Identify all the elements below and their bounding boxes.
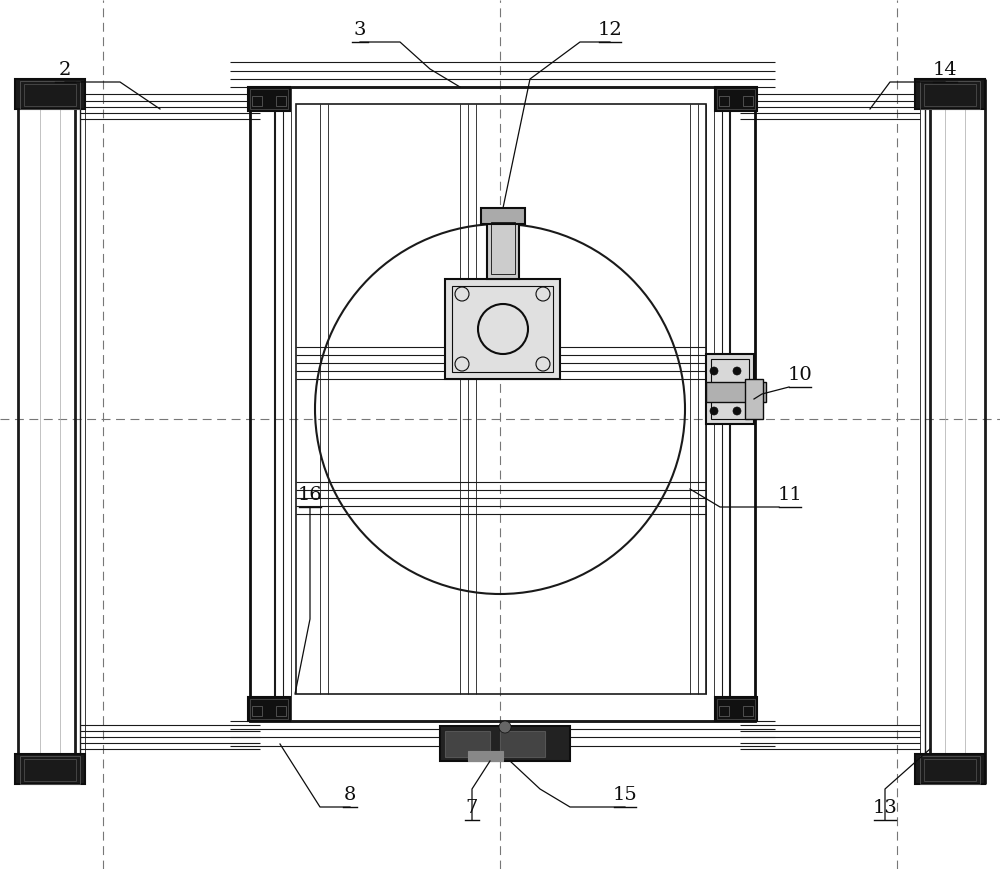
- Bar: [276, 96, 286, 106]
- Bar: [250, 87, 755, 721]
- Bar: [719, 706, 729, 716]
- Text: 16: 16: [298, 486, 322, 504]
- Text: 11: 11: [778, 486, 802, 504]
- Bar: [743, 706, 753, 716]
- Text: 7: 7: [466, 799, 478, 817]
- Circle shape: [710, 407, 718, 415]
- Circle shape: [733, 367, 741, 375]
- Bar: [20, 81, 80, 109]
- Text: 13: 13: [873, 799, 897, 817]
- Bar: [248, 87, 290, 111]
- Bar: [250, 699, 288, 719]
- Bar: [491, 222, 515, 274]
- Text: 14: 14: [933, 61, 957, 79]
- Text: 2: 2: [59, 61, 71, 79]
- Bar: [719, 96, 729, 106]
- Bar: [20, 756, 80, 784]
- Bar: [15, 79, 85, 109]
- Bar: [717, 699, 755, 719]
- Bar: [920, 756, 980, 784]
- Bar: [920, 81, 980, 109]
- Bar: [468, 751, 503, 761]
- Text: 8: 8: [344, 786, 356, 804]
- Bar: [296, 104, 706, 694]
- Bar: [252, 706, 262, 716]
- Text: 12: 12: [598, 21, 622, 39]
- Bar: [924, 84, 976, 106]
- Circle shape: [499, 721, 511, 733]
- Bar: [24, 84, 76, 106]
- Bar: [250, 89, 288, 109]
- Bar: [706, 382, 766, 402]
- Bar: [715, 87, 757, 111]
- Bar: [715, 697, 757, 721]
- Bar: [252, 96, 262, 106]
- Bar: [706, 354, 754, 424]
- Circle shape: [710, 367, 718, 375]
- Bar: [276, 706, 286, 716]
- Bar: [745, 379, 763, 419]
- Bar: [24, 759, 76, 781]
- Circle shape: [733, 407, 741, 415]
- Bar: [500, 731, 545, 757]
- Text: 10: 10: [788, 366, 812, 384]
- Bar: [15, 754, 85, 784]
- Bar: [481, 208, 525, 224]
- Bar: [445, 279, 560, 379]
- Bar: [915, 79, 985, 109]
- Text: 3: 3: [354, 21, 366, 39]
- Bar: [717, 89, 755, 109]
- Bar: [452, 286, 553, 372]
- Bar: [743, 96, 753, 106]
- Bar: [915, 754, 985, 784]
- Bar: [440, 726, 570, 761]
- Text: 15: 15: [613, 786, 637, 804]
- Bar: [445, 731, 490, 757]
- Bar: [924, 759, 976, 781]
- Bar: [711, 359, 749, 419]
- Bar: [487, 219, 519, 279]
- Bar: [248, 697, 290, 721]
